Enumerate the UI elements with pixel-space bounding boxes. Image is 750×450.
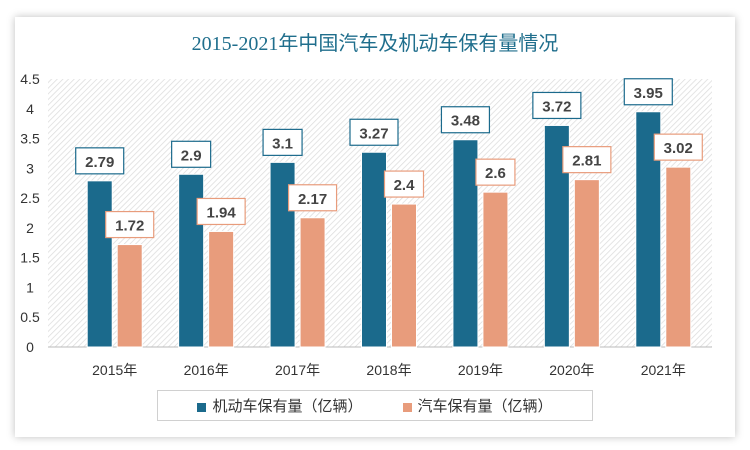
y-tick-label: 3.5 <box>20 131 40 147</box>
y-tick-label: 1 <box>26 279 34 295</box>
y-tick-label: 1.5 <box>20 250 40 266</box>
x-tick-label: 2019年 <box>458 362 503 378</box>
bar <box>86 180 113 348</box>
data-label-box <box>105 210 155 239</box>
bar <box>391 203 417 348</box>
data-label-box <box>562 146 612 174</box>
data-label: 2.4 <box>394 177 416 194</box>
data-label: 2.9 <box>181 147 202 164</box>
data-label-box <box>532 91 582 120</box>
bar <box>116 244 143 348</box>
data-label-box <box>262 128 303 156</box>
data-label-box <box>196 197 246 226</box>
legend-swatch <box>197 402 207 412</box>
y-tick-label: 2.5 <box>20 190 40 206</box>
data-label-box <box>287 184 338 212</box>
data-label: 3.27 <box>359 125 388 142</box>
bar <box>635 111 662 348</box>
data-label-box <box>171 140 212 168</box>
data-label: 3.95 <box>634 85 663 102</box>
data-label-box <box>349 118 399 146</box>
y-tick-label: 0.5 <box>20 309 40 325</box>
data-label: 2.79 <box>85 154 114 171</box>
bar <box>361 151 387 348</box>
bar <box>299 217 326 348</box>
y-tick-label: 4.5 <box>20 71 40 87</box>
legend: 机动车保有量（亿辆） 汽车保有量（亿辆） <box>157 390 593 421</box>
bar <box>482 191 509 348</box>
legend-item-car: 汽车保有量（亿辆） <box>402 395 553 416</box>
y-tick-label: 3 <box>26 160 34 176</box>
x-tick-label: 2016年 <box>184 362 229 378</box>
data-label-box <box>440 106 491 134</box>
data-label: 3.1 <box>272 135 293 152</box>
data-label: 2.6 <box>485 165 506 182</box>
x-tick-label: 2015年 <box>92 362 137 378</box>
y-tick-label: 4 <box>26 101 34 117</box>
x-tick-label: 2018年 <box>366 362 411 378</box>
data-label-box <box>623 78 673 106</box>
legend-label: 汽车保有量（亿辆） <box>417 398 553 415</box>
x-tick-label: 2017年 <box>275 362 320 378</box>
data-label: 1.94 <box>207 204 237 221</box>
data-label: 2.81 <box>572 153 601 170</box>
data-label: 2.17 <box>298 191 327 208</box>
bar <box>665 166 692 348</box>
data-label: 3.02 <box>664 140 693 157</box>
data-label-box <box>383 170 425 198</box>
y-tick-label: 2 <box>26 220 34 236</box>
legend-swatch <box>402 402 412 412</box>
x-tick-label: 2020年 <box>549 362 594 378</box>
data-label-box <box>653 133 703 161</box>
x-tick-label: 2021年 <box>641 362 686 378</box>
data-label: 1.72 <box>115 218 144 235</box>
bar <box>208 230 235 348</box>
data-label-box <box>475 158 516 186</box>
data-label: 3.72 <box>542 98 571 115</box>
chart-title: 2015-2021年中国汽车及机动车保有量情况 <box>191 33 559 55</box>
data-label: 3.48 <box>451 113 480 130</box>
legend-item-motor: 机动车保有量（亿辆） <box>197 395 363 416</box>
bar <box>452 139 479 348</box>
legend-label: 机动车保有量（亿辆） <box>212 398 363 415</box>
data-label-box <box>75 147 125 175</box>
bar <box>573 179 600 348</box>
y-tick-label: 0 <box>26 339 34 355</box>
